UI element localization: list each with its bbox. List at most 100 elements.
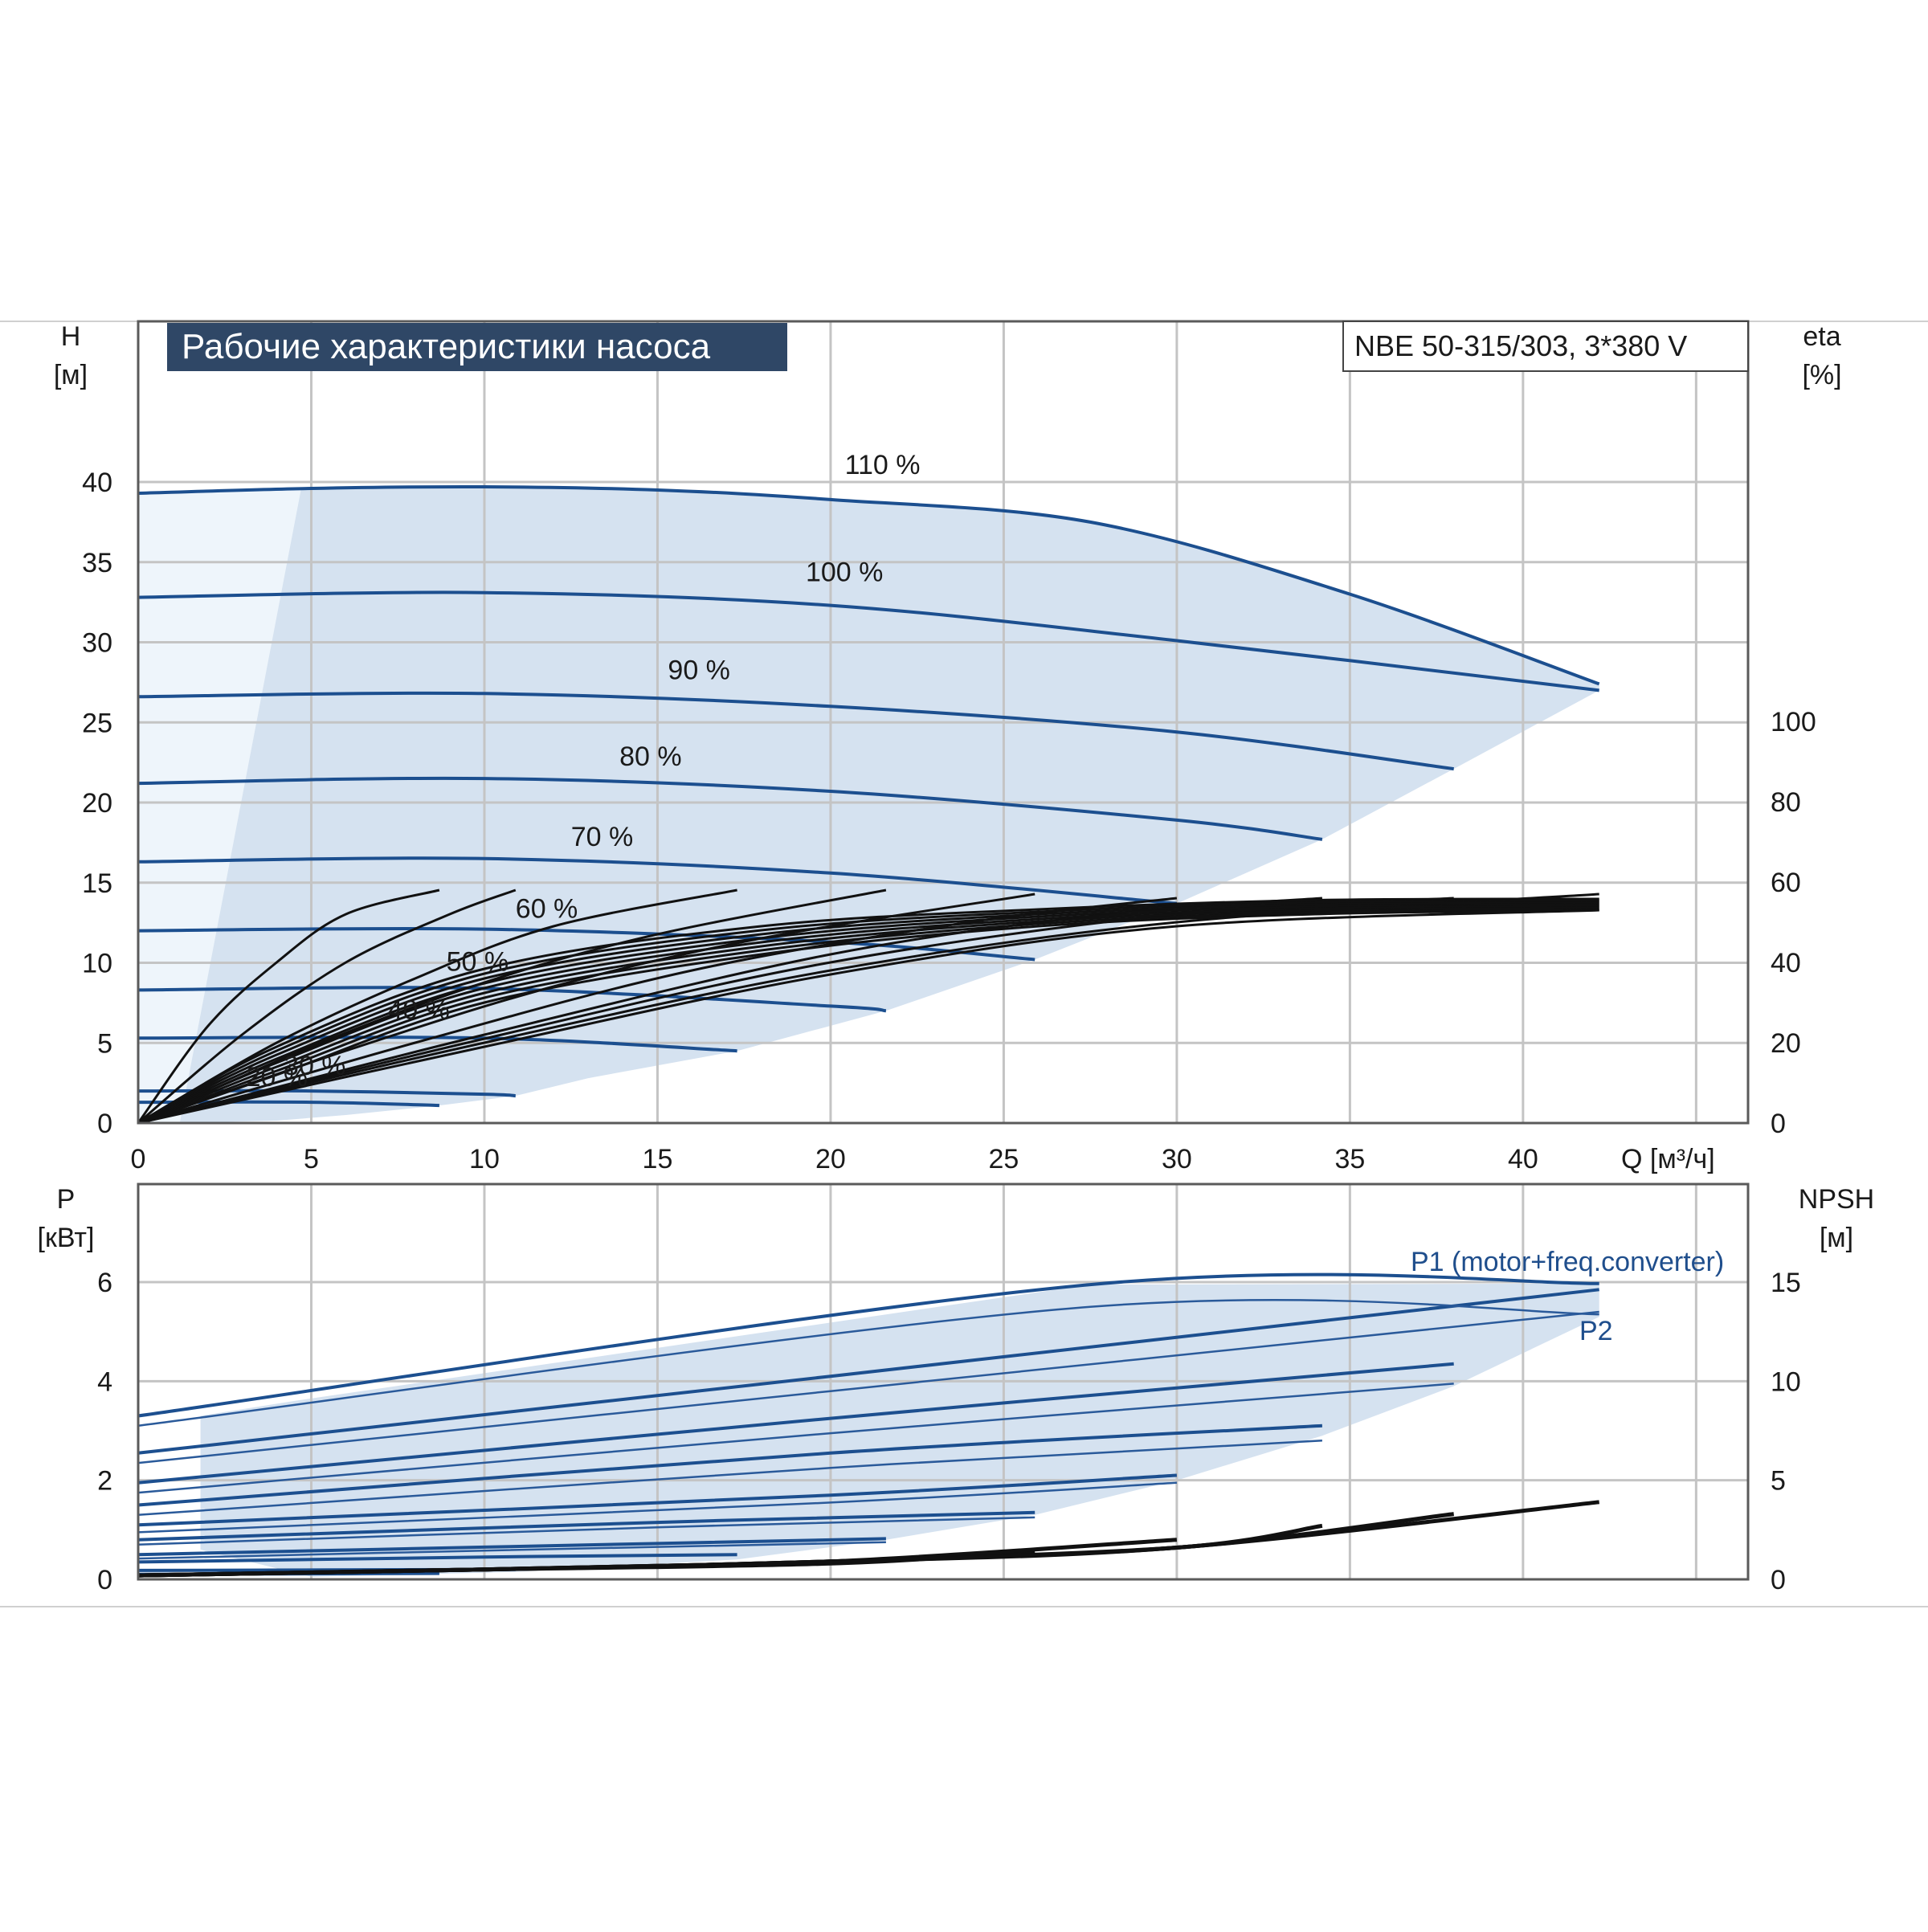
speed-label: 60 % [516,894,578,925]
head-panel: 0 5 10 15 20 25 30 35 40 0 5 10 15 20 25 30 35 40 0 20 40 60 8… [54,320,1842,1174]
operating-area [179,486,1599,1123]
head-plot-frame [137,320,1750,1125]
speed-label: 80 % [619,741,682,772]
p-tick-label: 6 [97,1268,112,1298]
speed-curve [137,856,1178,905]
efficiency-band-curve [137,907,1599,1125]
speed-curve [137,590,1599,692]
efficiency-band-curve [137,905,1599,1125]
efficiency-curve [137,888,440,1124]
h-tick-label: 30 [82,628,112,659]
x-tick-label: 25 [989,1144,1019,1174]
speed-curve [137,484,1600,686]
p2-curve [137,1298,1599,1428]
p1-curve [137,1553,737,1564]
power-curves [137,1272,1599,1578]
x-tick-label: 35 [1334,1144,1365,1174]
eta-axis-unit: [%] [1802,360,1841,390]
p-axis-label: P [57,1184,76,1215]
speed-curve [137,1035,737,1053]
speed-curve [137,776,1323,841]
p2-curve [137,1481,1177,1534]
model-box [1342,321,1749,372]
p1-curve [137,1473,1178,1527]
npsh-tick-label: 15 [1771,1268,1801,1298]
efficiency-curves [137,888,1599,1125]
h-tick-label: 40 [82,468,112,498]
speed-curve [137,986,887,1013]
p2-series-label: P2 [1579,1316,1613,1346]
p1-curve [137,1423,1323,1507]
p1-curve [137,1537,886,1557]
p2-curve [137,1516,1035,1546]
h-tick-label: 35 [82,548,112,578]
speed-labels: 110 % 100 % 90 % 80 % 70 % 60 %50 % 40 % 30 %20… [246,450,921,1093]
h-axis-label: H [61,321,81,352]
eta-tick-label: 20 [1771,1028,1801,1059]
efficiency-band-curve [137,899,1599,1125]
p2-curve [137,1383,1454,1494]
chart-title: Рабочие характеристики насоса [182,327,711,366]
speed-curves [137,484,1600,1108]
p2-curve [137,1541,886,1560]
efficiency-band-curve [137,904,1599,1125]
eta-axis-label: eta [1803,321,1840,352]
p1-curve [137,1288,1599,1455]
speed-label: 110 % [845,450,921,480]
speed-label: 30 % [284,1051,346,1081]
efficiency-band-curve [137,902,1599,1125]
h-tick-label: 25 [82,708,112,738]
h-tick-label: 0 [97,1109,112,1139]
head-tick-labels: 0 5 10 15 20 25 30 35 40 0 5 10 15 20 25 30 35 40 0 20 40 60 8… [82,468,1816,1174]
npsh-tick-label: 10 [1771,1366,1801,1397]
power-area [200,1283,1599,1577]
eta-tick-label: 60 [1771,868,1801,898]
operating-area-light [138,489,301,1123]
eta-tick-label: 80 [1771,787,1801,818]
h-axis-unit: [м] [54,360,88,390]
speed-label: 20 % [246,1062,308,1093]
x-tick-label: 10 [469,1144,500,1174]
speed-label: 50 % [447,946,509,977]
h-tick-label: 20 [82,788,112,819]
speed-label: 100 % [806,558,883,588]
x-tick-label: 40 [1508,1144,1538,1174]
npsh-tick-label: 5 [1771,1466,1786,1497]
x-tick-label: 30 [1162,1144,1192,1174]
p-tick-label: 0 [97,1565,112,1595]
npsh-axis-label: NPSH [1799,1184,1874,1215]
x-tick-label: 0 [131,1144,146,1174]
p-tick-label: 4 [97,1366,112,1397]
efficiency-band-curve [137,901,1599,1125]
npsh-curve [137,1500,1599,1578]
p2-curve [137,1440,1322,1517]
speed-label: 40 % [387,995,450,1025]
power-grid [138,1184,1748,1579]
efficiency-band-curve [137,897,1599,1125]
speed-curve [137,926,1035,962]
efficiency-curve [137,909,1599,1125]
power-panel: 0 2 4 6 0 5 10 15 P [кВт] NPSH [м] P1 (motor+fr… [38,1182,1874,1595]
eta-tick-label: 100 [1771,707,1816,737]
p2-curve [137,1310,1599,1464]
p1-curve [137,1272,1599,1418]
npsh-tick-label: 0 [1771,1565,1786,1595]
eta-tick-label: 40 [1771,948,1801,978]
power-tick-labels: 0 2 4 6 0 5 10 15 [97,1268,1801,1595]
speed-label: 70 % [571,822,634,852]
x-tick-label: 20 [815,1144,846,1174]
q-axis-label: Q [м³/ч] [1621,1144,1715,1174]
npsh-axis-unit: [м] [1820,1223,1853,1253]
efficiency-band-curve [137,909,1599,1125]
h-tick-label: 10 [82,949,112,979]
efficiency-curve [137,888,517,1125]
x-tick-label: 5 [304,1144,319,1174]
p1-curve [137,1362,1454,1485]
p-axis-unit: [кВт] [38,1223,95,1253]
h-tick-label: 15 [82,868,112,899]
h-tick-label: 5 [97,1028,112,1059]
power-plot-frame [137,1182,1750,1581]
p-tick-label: 2 [97,1466,112,1497]
